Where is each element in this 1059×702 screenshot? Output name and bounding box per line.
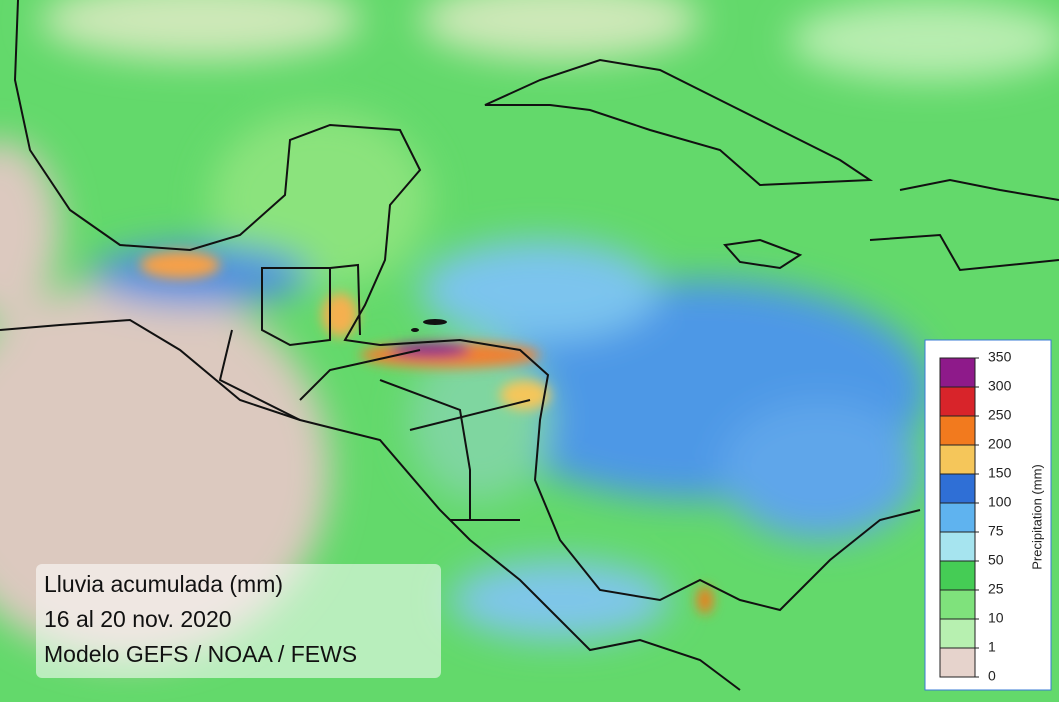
colorbar-tick-label: 150: [988, 465, 1012, 481]
caption-box: [36, 564, 441, 678]
caption-line: Lluvia acumulada (mm): [44, 571, 283, 597]
colorbar-segment: [940, 590, 975, 619]
colorbar-segment: [940, 387, 975, 416]
colorbar-tick-label: 50: [988, 552, 1004, 568]
colorbar-tick-label: 200: [988, 436, 1012, 452]
colorbar-tick-label: 250: [988, 407, 1012, 423]
colorbar-tick-label: 10: [988, 610, 1004, 626]
colorbar-segment: [940, 561, 975, 590]
colorbar-segment: [940, 358, 975, 387]
colorbar-tick-label: 350: [988, 349, 1012, 365]
colorbar-segment: [940, 474, 975, 503]
legend-title: Precipitation (mm): [1029, 464, 1044, 569]
colorbar-tick-label: 0: [988, 668, 996, 684]
colorbar-segment: [940, 619, 975, 648]
colorbar-segment: [940, 416, 975, 445]
caption-line: 16 al 20 nov. 2020: [44, 606, 232, 632]
colorbar-segment: [940, 445, 975, 474]
heavy-rain: [140, 251, 713, 614]
islands: [411, 319, 447, 332]
colorbar-tick-label: 100: [988, 494, 1012, 510]
colorbar-tick-label: 300: [988, 378, 1012, 394]
colorbar-tick-label: 75: [988, 523, 1004, 539]
colorbar-segment: [940, 503, 975, 532]
legend: 0 1 10 25 50 75 100 150 200 250 300 350: [939, 349, 1012, 684]
caption-line: Modelo GEFS / NOAA / FEWS: [44, 641, 357, 667]
colorbar-tick-label: 1: [988, 639, 996, 655]
colorbar-segment: [940, 532, 975, 561]
colorbar-segment: [940, 648, 975, 677]
caption: Lluvia acumulada (mm) 16 al 20 nov. 2020 M…: [44, 571, 357, 667]
colorbar-tick-label: 25: [988, 581, 1004, 597]
